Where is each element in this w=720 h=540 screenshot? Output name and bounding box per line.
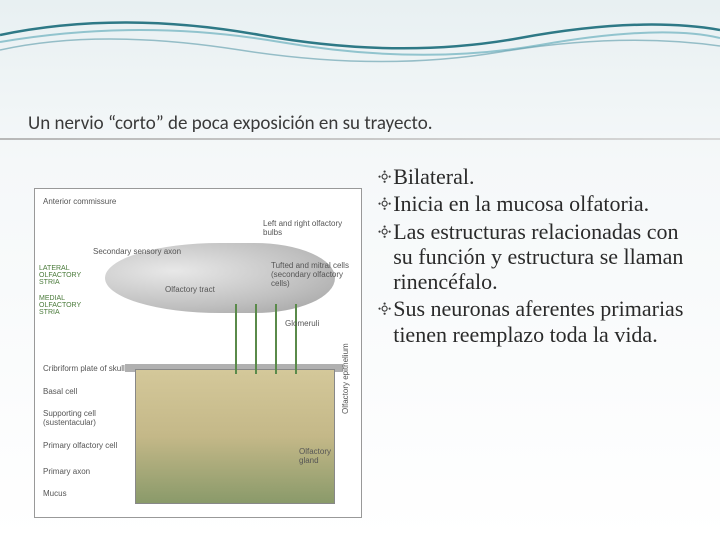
nerve-fiber <box>255 304 257 374</box>
bullet-text: Inicia en la mucosa olfatoria. <box>393 191 649 216</box>
diagram-label: Basal cell <box>43 387 77 396</box>
bullet-icon: ༓ <box>378 296 391 321</box>
bullet-list: ༓ Bilateral. ༓ Inicia en la mucosa olfat… <box>378 164 700 349</box>
diagram-label: Supporting cell (sustentacular) <box>43 409 123 427</box>
olfactory-diagram: Anterior commissure Left and right olfac… <box>34 188 362 518</box>
bullet-item: ༓ Las estructuras relacionadas con su fu… <box>378 219 700 295</box>
diagram-label: Primary axon <box>43 467 90 476</box>
diagram-label: Left and right olfactory bulbs <box>263 219 353 237</box>
bullet-item: ༓ Sus neuronas aferentes primarias tiene… <box>378 296 700 347</box>
diagram-label: Primary olfactory cell <box>43 441 123 450</box>
diagram-label: Olfactory tract <box>165 285 215 294</box>
nerve-fiber <box>235 304 237 374</box>
bullet-item: ༓ Bilateral. <box>378 164 700 189</box>
diagram-label: Tufted and mitral cells (secondary olfac… <box>271 261 359 288</box>
diagram-label: Olfactory gland <box>299 447 349 465</box>
diagram-label: Mucus <box>43 489 67 498</box>
diagram-label: Glomeruli <box>285 319 319 328</box>
epithelium-block <box>135 369 335 504</box>
diagram-label: MEDIAL OLFACTORY STRIA <box>39 295 91 316</box>
title-underline <box>0 138 720 140</box>
bullet-text: Sus neuronas aferentes primarias tienen … <box>393 296 700 347</box>
bullet-icon: ༓ <box>378 191 391 216</box>
wave-decoration <box>0 0 720 100</box>
bullet-icon: ༓ <box>378 219 391 244</box>
bullet-text: Las estructuras relacionadas con su func… <box>393 219 700 295</box>
diagram-label: Olfactory epithelium <box>341 324 350 414</box>
diagram-label: LATERAL OLFACTORY STRIA <box>39 265 91 286</box>
bullet-text: Bilateral. <box>393 164 474 189</box>
nerve-fiber <box>275 304 277 374</box>
bullet-icon: ༓ <box>378 164 391 189</box>
bullet-item: ༓ Inicia en la mucosa olfatoria. <box>378 191 700 216</box>
diagram-label: Anterior commissure <box>43 197 116 206</box>
diagram-label: Cribriform plate of skull <box>43 364 131 373</box>
content-area: Anterior commissure Left and right olfac… <box>0 160 720 540</box>
slide-title: Un nervio “corto” de poca exposición en … <box>28 112 433 135</box>
diagram-label: Secondary sensory axon <box>93 247 193 256</box>
nerve-fiber <box>295 304 297 374</box>
